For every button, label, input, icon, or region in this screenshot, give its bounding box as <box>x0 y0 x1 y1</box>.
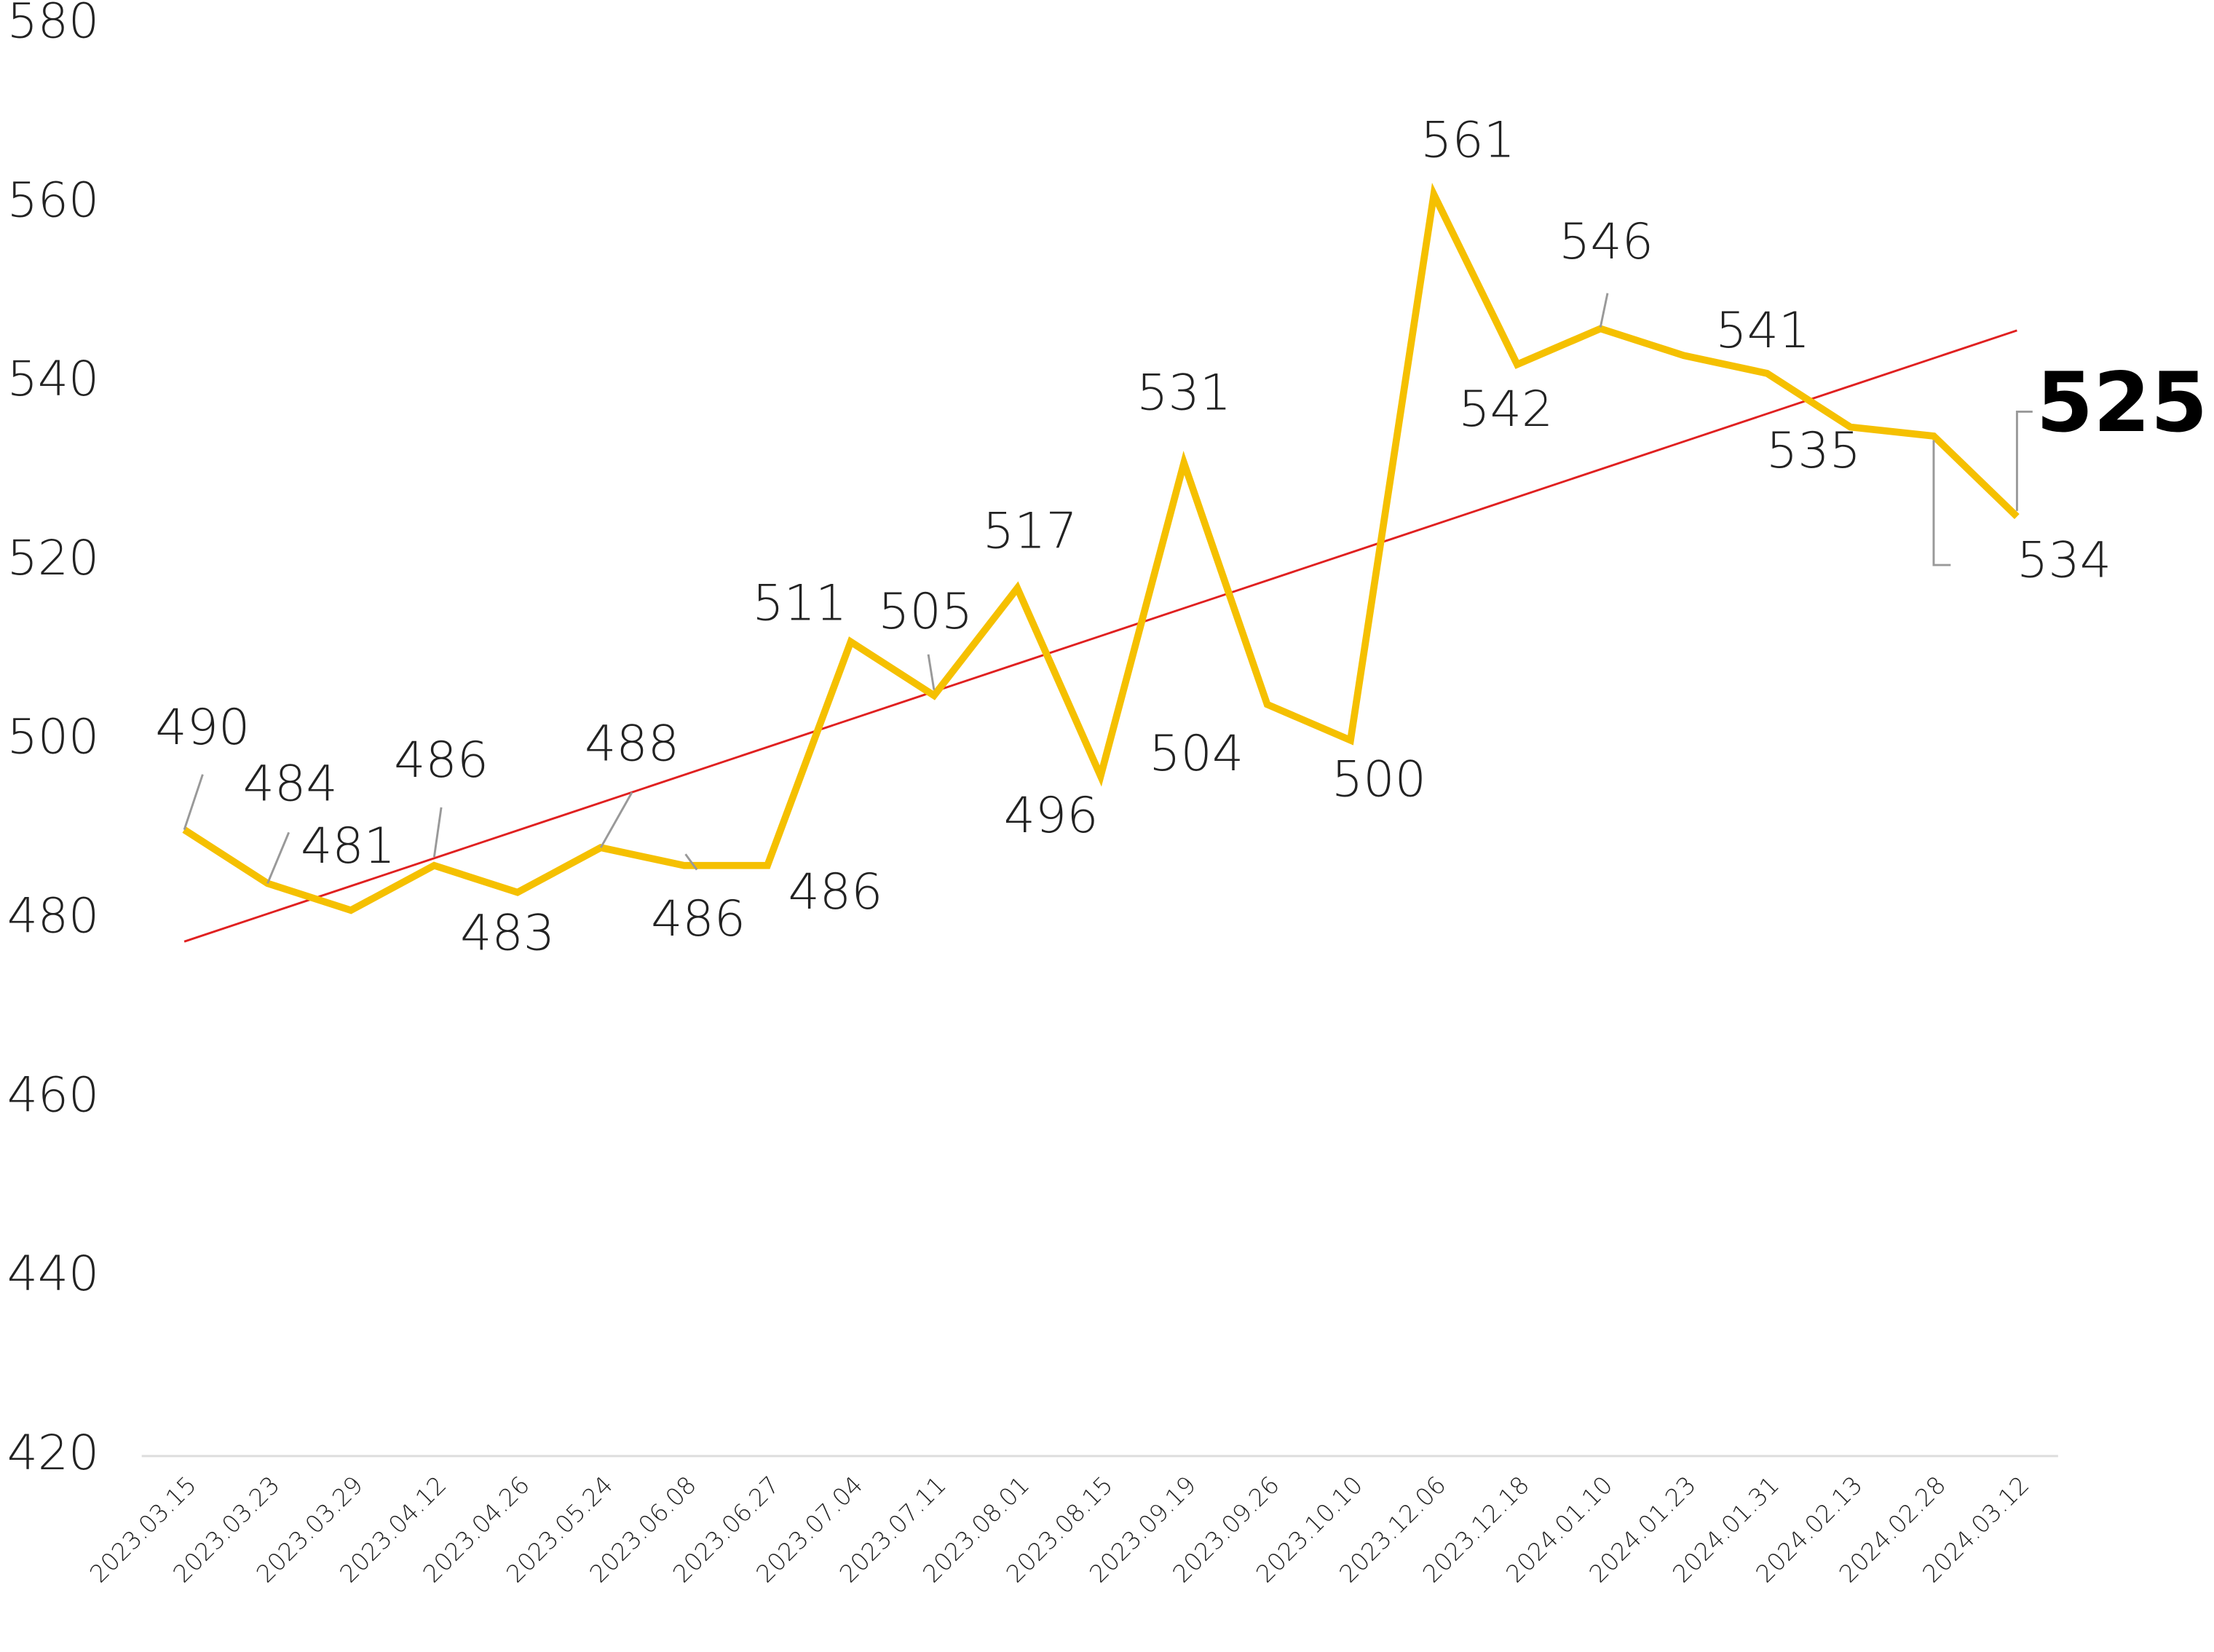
y-tick-label: 480 <box>7 888 99 944</box>
y-tick-label: 460 <box>7 1067 99 1123</box>
data-label: 490 <box>155 699 250 756</box>
leader-line <box>927 654 936 690</box>
data-label: 486 <box>651 890 746 948</box>
leader-line <box>599 791 633 848</box>
data-line <box>182 182 2020 914</box>
leader-line <box>432 807 443 858</box>
leader-line <box>684 853 698 871</box>
data-label: 488 <box>585 715 679 772</box>
data-label: 511 <box>752 574 847 632</box>
data-label: 504 <box>1149 725 1244 783</box>
leader-line <box>1599 293 1609 328</box>
data-label: 484 <box>243 755 338 813</box>
data-label: 517 <box>983 502 1078 560</box>
data-label: 535 <box>1766 422 1861 480</box>
trendline <box>183 329 2017 943</box>
y-tick-label: 520 <box>7 530 99 586</box>
data-label: 534 <box>2017 532 2111 590</box>
data-label: 525 <box>2036 355 2208 451</box>
y-tick-label: 440 <box>7 1246 99 1302</box>
data-label: 505 <box>878 583 973 641</box>
data-label: 483 <box>460 904 555 962</box>
data-label: 531 <box>1136 365 1231 422</box>
leader-line <box>1932 440 1951 566</box>
leader-line <box>266 831 290 884</box>
data-label: 496 <box>1004 787 1099 845</box>
data-label: 481 <box>301 818 395 875</box>
data-label: 546 <box>1559 213 1653 271</box>
y-tick-label: 560 <box>7 172 99 228</box>
data-label: 500 <box>1332 751 1426 809</box>
y-tick-label: 420 <box>7 1425 99 1481</box>
data-label: 561 <box>1420 111 1515 169</box>
data-label: 542 <box>1458 381 1553 438</box>
data-label: 541 <box>1715 302 1810 360</box>
data-label: 486 <box>394 732 489 789</box>
leader-line <box>2015 410 2033 511</box>
y-tick-label: 540 <box>7 351 99 407</box>
leader-line <box>183 774 204 831</box>
data-label: 486 <box>788 863 882 921</box>
y-tick-label: 580 <box>7 0 99 50</box>
y-tick-label: 500 <box>7 709 99 765</box>
